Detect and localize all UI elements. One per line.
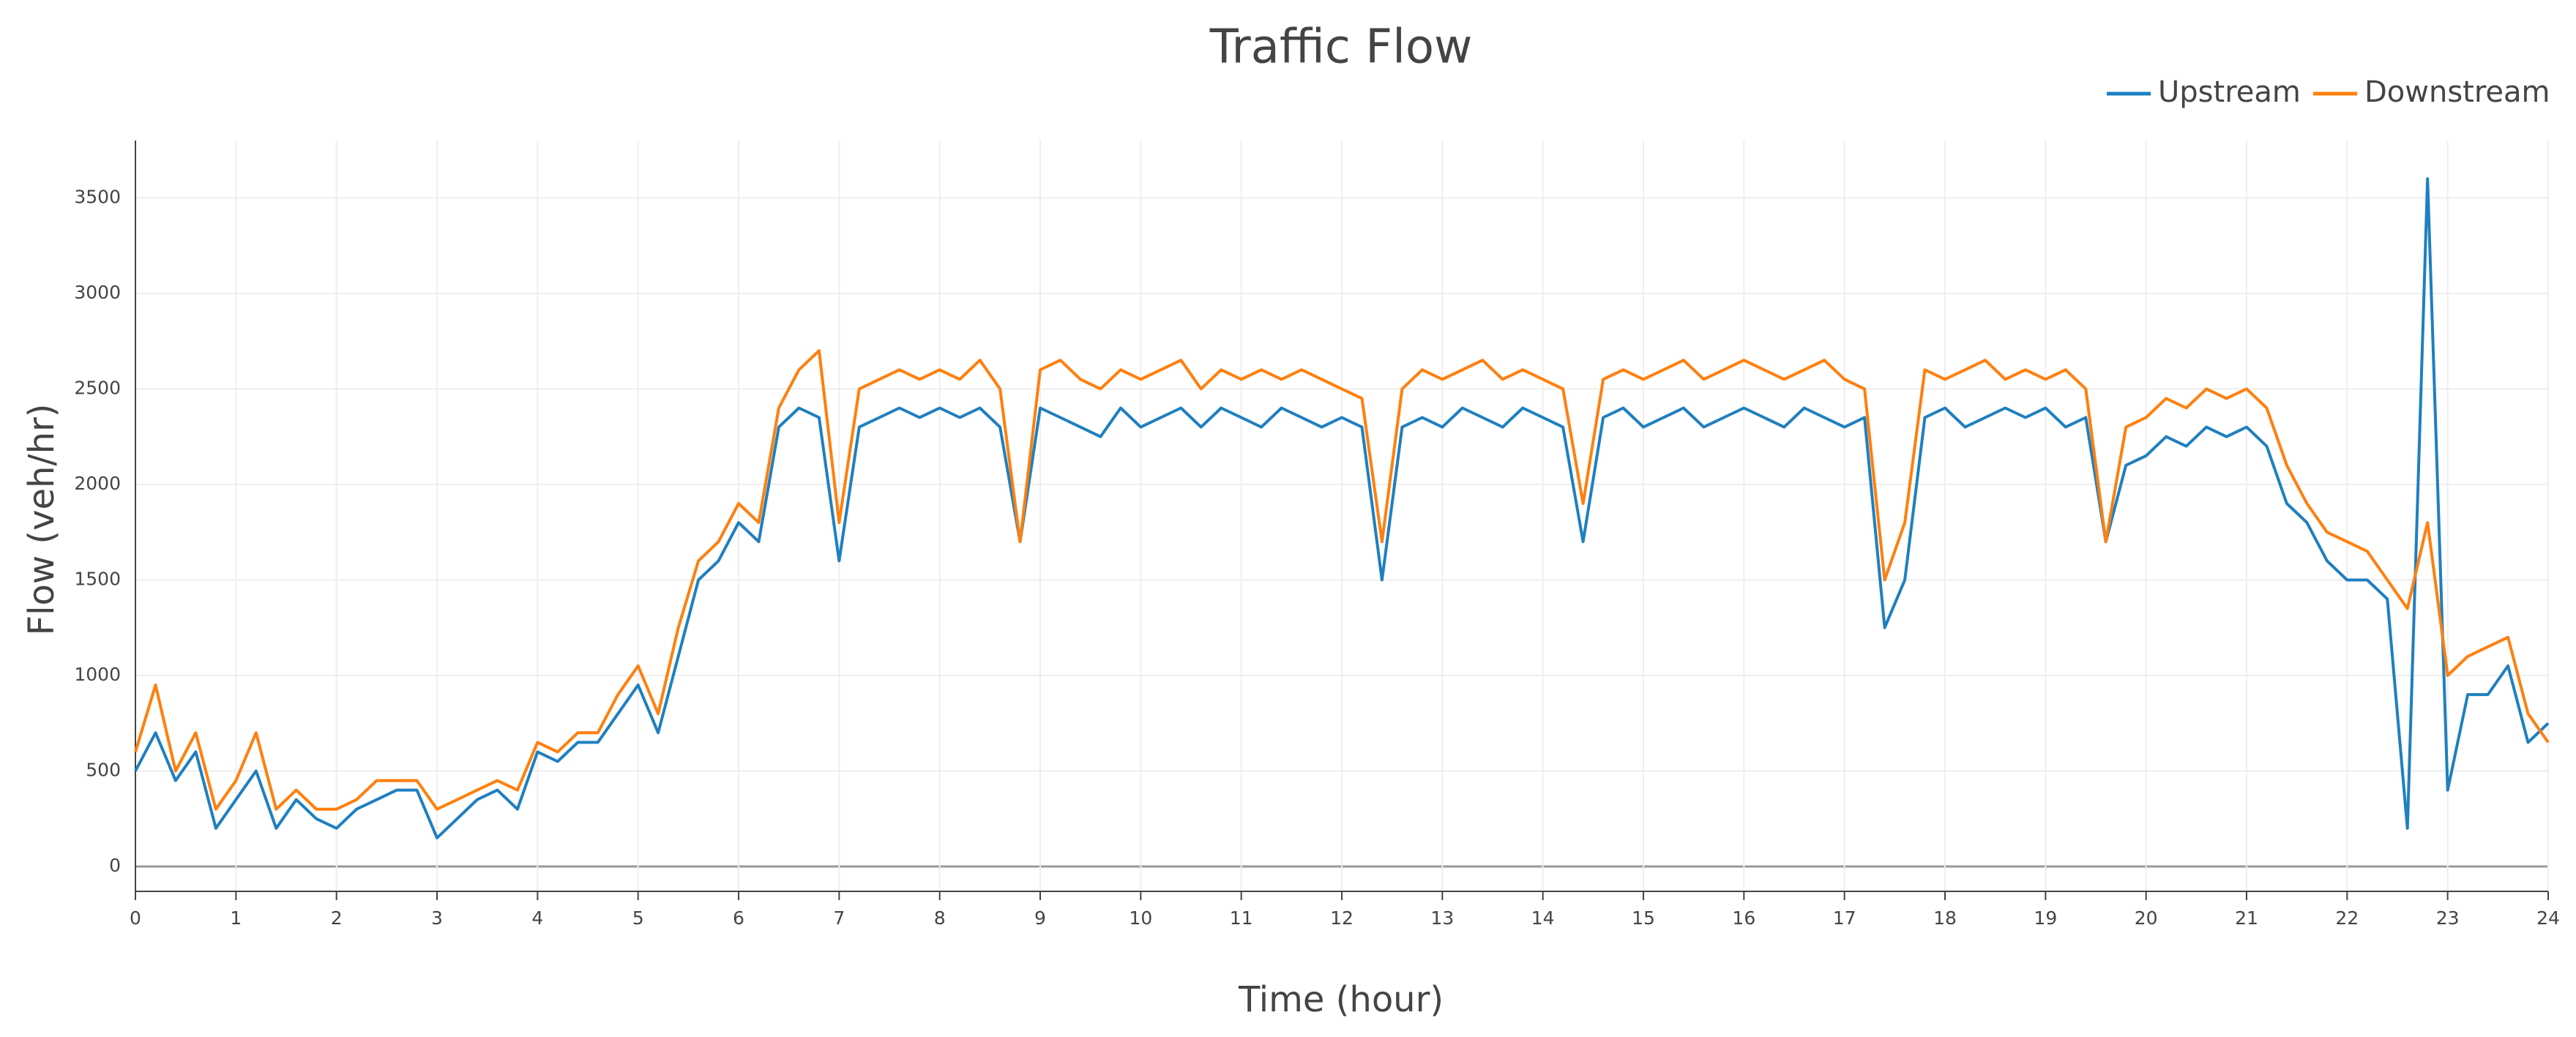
y-tick-label: 2000 — [74, 473, 121, 494]
x-tick-label: 6 — [733, 907, 744, 929]
y-tick-label: 1500 — [74, 568, 121, 589]
x-tick-label: 4 — [531, 907, 543, 929]
x-tick-label: 12 — [1330, 907, 1354, 929]
y-tick-label: 500 — [86, 760, 121, 781]
x-tick-label: 1 — [230, 907, 242, 929]
x-tick-label: 23 — [2436, 907, 2460, 929]
x-tick-label: 7 — [833, 907, 845, 929]
x-axis-title: Time (hour) — [1238, 979, 1444, 1020]
x-tick-label: 10 — [1129, 907, 1152, 929]
x-tick-label: 0 — [130, 907, 141, 929]
x-tick-label: 17 — [1833, 907, 1856, 929]
y-tick-label: 2500 — [74, 377, 121, 398]
x-tick-label: 18 — [1933, 907, 1957, 929]
legend-label[interactable]: Upstream — [2158, 75, 2301, 109]
x-tick-label: 8 — [934, 907, 946, 929]
legend-label[interactable]: Downstream — [2364, 75, 2550, 109]
x-tick-label: 9 — [1034, 907, 1046, 929]
x-tick-label: 5 — [632, 907, 644, 929]
y-tick-label: 3500 — [74, 186, 121, 207]
x-tick-label: 15 — [1632, 907, 1655, 929]
x-tick-label: 11 — [1230, 907, 1253, 929]
x-tick-label: 2 — [331, 907, 343, 929]
y-tick-label: 1000 — [74, 664, 121, 685]
x-tick-label: 3 — [431, 907, 443, 929]
x-tick-label: 14 — [1531, 907, 1555, 929]
y-tick-label: 3000 — [74, 282, 121, 303]
x-tick-label: 19 — [2034, 907, 2057, 929]
y-axis-title: Flow (veh/hr) — [21, 404, 62, 636]
x-tick-label: 24 — [2536, 907, 2560, 929]
data-line — [134, 349, 2550, 811]
x-tick-label: 20 — [2135, 907, 2158, 929]
chart-title: Traffic Flow — [1209, 20, 1473, 75]
x-tick-label: 21 — [2235, 907, 2258, 929]
data-line — [134, 177, 2550, 839]
x-tick-label: 16 — [1732, 907, 1755, 929]
x-tick-label: 13 — [1430, 907, 1454, 929]
x-tick-label: 22 — [2335, 907, 2359, 929]
y-tick-label: 0 — [109, 855, 121, 876]
